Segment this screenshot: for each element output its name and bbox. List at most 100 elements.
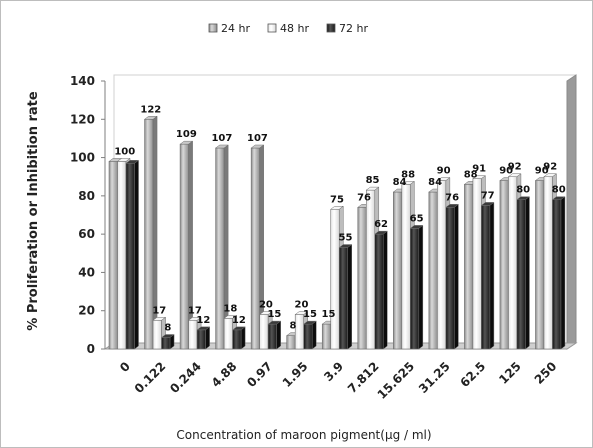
bar bbox=[552, 200, 561, 349]
bar bbox=[162, 338, 171, 349]
bar bbox=[402, 184, 411, 349]
bar bbox=[500, 181, 509, 349]
bar bbox=[429, 192, 438, 349]
data-label: 92 bbox=[508, 162, 522, 173]
data-label: 85 bbox=[366, 175, 380, 186]
data-label: 8 bbox=[289, 321, 296, 332]
bar bbox=[153, 320, 162, 349]
data-label: 15 bbox=[267, 309, 281, 320]
bar bbox=[393, 192, 402, 349]
bar bbox=[216, 148, 225, 349]
bar bbox=[339, 248, 348, 349]
x-tick-label: 4.88 bbox=[209, 359, 240, 390]
bar-side bbox=[490, 202, 494, 349]
data-label: 91 bbox=[472, 164, 486, 175]
x-tick-label: 15.625 bbox=[375, 359, 418, 402]
bar-side bbox=[383, 231, 387, 349]
y-tick-label: 60 bbox=[78, 227, 95, 241]
y-tick-label: 120 bbox=[70, 112, 95, 126]
data-label: 15 bbox=[322, 309, 336, 320]
bar-side bbox=[454, 204, 458, 349]
data-label: 55 bbox=[339, 233, 353, 244]
bar-side bbox=[525, 197, 529, 349]
data-label: 76 bbox=[445, 192, 459, 203]
x-tick-label: 1.95 bbox=[280, 359, 311, 390]
bar bbox=[233, 330, 242, 349]
bar bbox=[464, 184, 473, 349]
data-label: 62 bbox=[374, 219, 388, 230]
data-label: 107 bbox=[211, 133, 232, 144]
data-label: 15 bbox=[303, 309, 317, 320]
data-label: 75 bbox=[330, 194, 344, 205]
x-tick-label: 250 bbox=[532, 359, 560, 387]
data-label: 17 bbox=[152, 305, 166, 316]
x-tick-label: 3.9 bbox=[321, 359, 346, 384]
data-label: 92 bbox=[543, 162, 557, 173]
data-label: 12 bbox=[232, 315, 246, 326]
data-label: 65 bbox=[410, 213, 424, 224]
bar bbox=[109, 161, 118, 349]
x-tick-label: 0 bbox=[117, 359, 133, 375]
data-label: 12 bbox=[196, 315, 210, 326]
bar bbox=[251, 148, 260, 349]
x-tick-label: 62.5 bbox=[457, 359, 488, 390]
bar-side bbox=[419, 225, 423, 349]
bar bbox=[544, 177, 553, 349]
data-label: 100 bbox=[114, 146, 135, 157]
data-label: 8 bbox=[164, 323, 171, 334]
bar bbox=[287, 336, 296, 349]
x-tick-label: 31.25 bbox=[416, 359, 453, 396]
data-label: 84 bbox=[428, 177, 442, 188]
legend-swatch bbox=[268, 24, 276, 32]
y-tick-label: 0 bbox=[87, 342, 95, 356]
y-tick-label: 140 bbox=[70, 74, 95, 88]
bar bbox=[358, 207, 367, 349]
bar bbox=[118, 161, 127, 349]
bar bbox=[375, 234, 384, 349]
bar bbox=[331, 209, 340, 349]
x-tick-label: 0.244 bbox=[167, 359, 204, 396]
bar bbox=[180, 144, 189, 349]
right-side-wall bbox=[567, 75, 576, 349]
y-tick-label: 20 bbox=[78, 304, 95, 318]
data-label: 90 bbox=[437, 166, 451, 177]
legend-swatch bbox=[209, 24, 217, 32]
legend-label: 24 hr bbox=[221, 22, 250, 35]
bar bbox=[197, 330, 206, 349]
x-axis-title: Concentration of maroon pigment(µg / ml) bbox=[176, 428, 431, 442]
bar bbox=[437, 181, 446, 349]
x-tick-label: 125 bbox=[496, 359, 524, 387]
bar bbox=[517, 200, 526, 349]
data-label: 122 bbox=[140, 104, 161, 115]
bar-side bbox=[206, 327, 210, 349]
bar bbox=[126, 163, 134, 349]
bar bbox=[473, 179, 482, 349]
data-label: 76 bbox=[357, 192, 371, 203]
bar bbox=[366, 190, 375, 349]
bar-side bbox=[312, 321, 316, 349]
bar bbox=[508, 177, 517, 349]
data-label: 77 bbox=[481, 190, 495, 201]
bar-side bbox=[348, 245, 352, 349]
x-tick-label: 0.122 bbox=[132, 359, 169, 396]
legend-label: 72 hr bbox=[339, 22, 368, 35]
bar bbox=[446, 207, 455, 349]
bar-side bbox=[135, 160, 139, 349]
legend: 24 hr 48 hr 72 hr bbox=[209, 22, 368, 35]
data-label: 109 bbox=[176, 129, 197, 140]
y-tick-label: 100 bbox=[70, 151, 95, 165]
bar bbox=[481, 205, 490, 349]
y-tick-label: 80 bbox=[78, 189, 95, 203]
y-axis: 0 20 40 60 80 100 120 140 bbox=[70, 74, 105, 356]
data-label: 18 bbox=[223, 303, 237, 314]
bar-side bbox=[241, 327, 245, 349]
x-tick-label: 0.97 bbox=[244, 359, 275, 390]
bar-side bbox=[561, 197, 565, 349]
data-label: 80 bbox=[516, 185, 530, 196]
y-tick-label: 40 bbox=[78, 265, 95, 279]
data-label: 80 bbox=[552, 185, 566, 196]
bar bbox=[268, 324, 277, 349]
